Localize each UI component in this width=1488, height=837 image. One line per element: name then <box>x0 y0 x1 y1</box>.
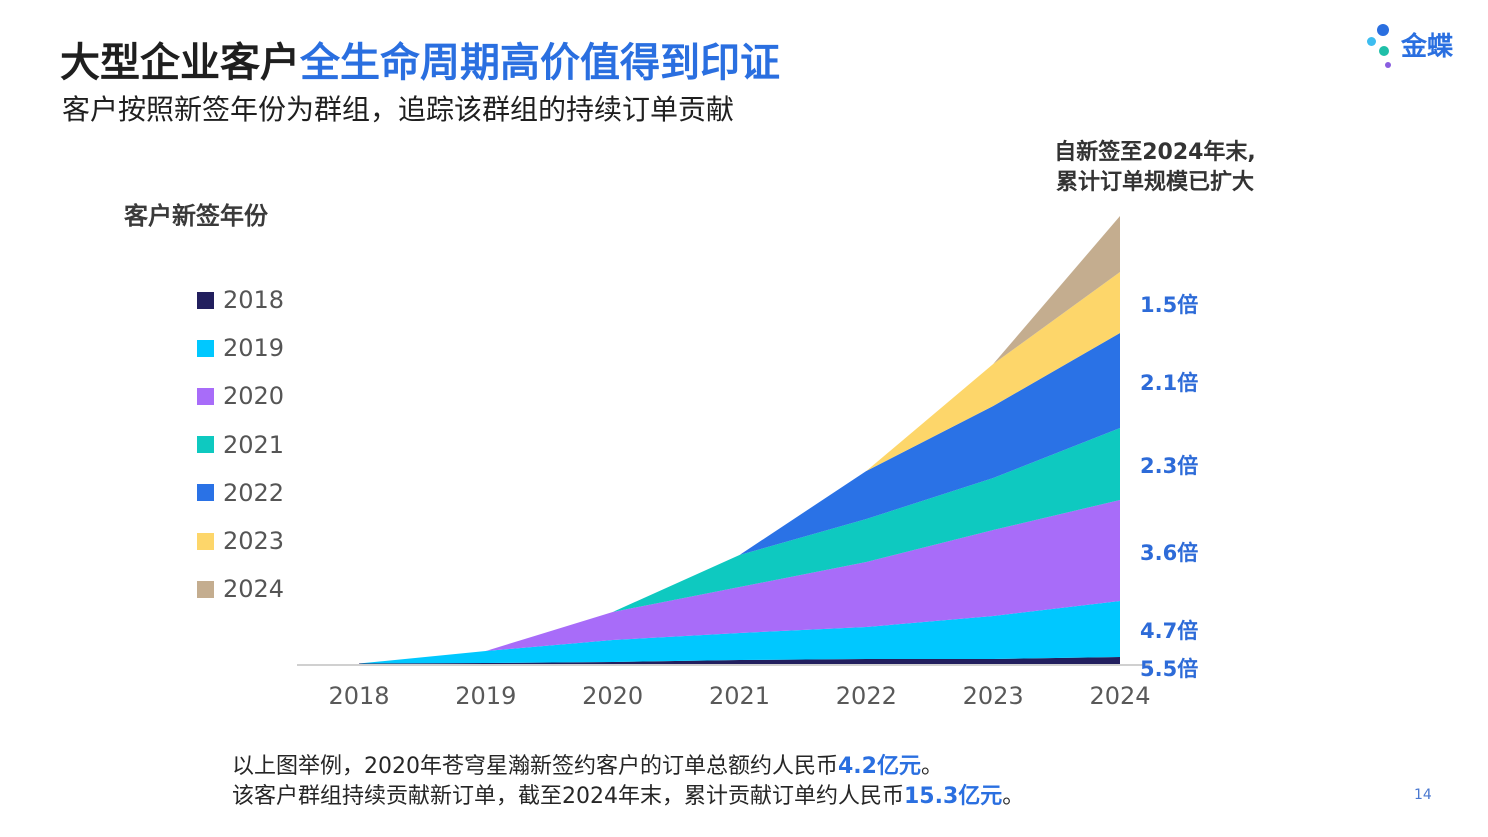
multiplier-label-2020: 3.6倍 <box>1140 540 1199 565</box>
area-series-2018 <box>359 657 1120 664</box>
logo-dot-icon <box>1367 37 1376 46</box>
legend-label: 2019 <box>223 334 285 363</box>
legend-item-2018: 2018 <box>197 276 284 324</box>
x-tick-label: 2023 <box>963 682 1024 710</box>
chart-legend: 2018 2019 2020 2021 2022 2023 2024 <box>197 276 284 613</box>
kingdee-logo: 金蝶 <box>1365 22 1475 72</box>
footer-note: 以上图举例，2020年苍穹星瀚新签约客户的订单总额约人民币4.2亿元。 该客户群… <box>232 752 1024 812</box>
legend-item-2023: 2023 <box>197 517 284 565</box>
slide-title: 大型企业客户全生命周期高价值得到印证 <box>60 30 780 88</box>
logo-text: 金蝶 <box>1401 32 1454 62</box>
annotation-line-2: 累计订单规模已扩大 <box>1055 170 1254 195</box>
footer-line-1-text: 以上图举例，2020年苍穹星瀚新签约客户的订单总额约人民币 <box>232 754 838 779</box>
x-tick-label: 2018 <box>328 682 389 710</box>
legend-label: 2024 <box>223 575 285 604</box>
legend-swatch-icon <box>197 291 214 309</box>
multiplier-label-2022: 2.1倍 <box>1140 370 1199 395</box>
legend-item-2022: 2022 <box>197 469 284 517</box>
legend-swatch-icon <box>197 436 214 454</box>
footer-line-1-highlight: 4.2亿元 <box>838 754 921 779</box>
slide-title-dark: 大型企业客户 <box>60 40 300 86</box>
footer-line-2-suffix: 。 <box>1002 784 1025 809</box>
slide-subtitle: 客户按照新签年份为群组，追踪该群组的持续订单贡献 <box>62 93 735 126</box>
multiplier-label-2023: 1.5倍 <box>1140 292 1199 317</box>
logo-dot-icon <box>1379 46 1389 56</box>
legend-swatch-icon <box>197 532 214 550</box>
legend-label: 2023 <box>223 527 285 556</box>
footer-line-2-text: 该客户群组持续贡献新订单，截至2024年末，累计贡献订单约人民币 <box>232 784 904 809</box>
chart-annotation: 自新签至2024年末, 累计订单规模已扩大 <box>1030 138 1280 198</box>
legend-item-2021: 2021 <box>197 421 284 469</box>
area-series-2023 <box>866 272 1120 471</box>
multiplier-label-2019: 4.7倍 <box>1140 619 1199 643</box>
multiplier-label-2021: 2.3倍 <box>1140 454 1199 478</box>
legend-swatch-icon <box>197 580 214 598</box>
area-series-2024 <box>993 216 1120 364</box>
area-series-2020 <box>485 500 1120 651</box>
area-series-2019 <box>359 601 1120 664</box>
legend-item-2024: 2024 <box>197 565 284 613</box>
footer-line-2-highlight: 15.3亿元 <box>904 784 1003 809</box>
legend-title: 客户新签年份 <box>124 202 268 230</box>
area-series-2021 <box>612 428 1120 612</box>
x-tick-label: 2022 <box>836 682 897 710</box>
multiplier-label-2018: 5.5倍 <box>1140 657 1199 681</box>
legend-swatch-icon <box>197 484 214 502</box>
logo-dot-icon <box>1377 24 1389 36</box>
legend-swatch-icon <box>197 339 214 357</box>
x-tick-label: 2024 <box>1089 682 1150 710</box>
x-tick-label: 2020 <box>582 682 643 710</box>
logo-dot-icon <box>1385 62 1391 68</box>
x-tick-label: 2019 <box>455 682 516 710</box>
legend-item-2019: 2019 <box>197 324 284 372</box>
footer-line-2: 该客户群组持续贡献新订单，截至2024年末，累计贡献订单约人民币15.3亿元。 <box>232 782 1024 812</box>
legend-item-2020: 2020 <box>197 372 284 420</box>
footer-line-1: 以上图举例，2020年苍穹星瀚新签约客户的订单总额约人民币4.2亿元。 <box>232 752 1024 782</box>
legend-label: 2021 <box>223 430 285 459</box>
legend-label: 2018 <box>223 286 285 315</box>
area-series-2022 <box>739 333 1120 555</box>
legend-swatch-icon <box>197 387 214 405</box>
page-number: 14 <box>1414 787 1432 803</box>
slide-title-blue: 全生命周期高价值得到印证 <box>300 40 780 86</box>
legend-label: 2022 <box>223 478 285 507</box>
x-tick-label: 2021 <box>709 682 770 710</box>
annotation-line-1: 自新签至2024年末, <box>1054 140 1256 165</box>
footer-line-1-suffix: 。 <box>920 754 943 779</box>
legend-label: 2020 <box>223 382 285 411</box>
